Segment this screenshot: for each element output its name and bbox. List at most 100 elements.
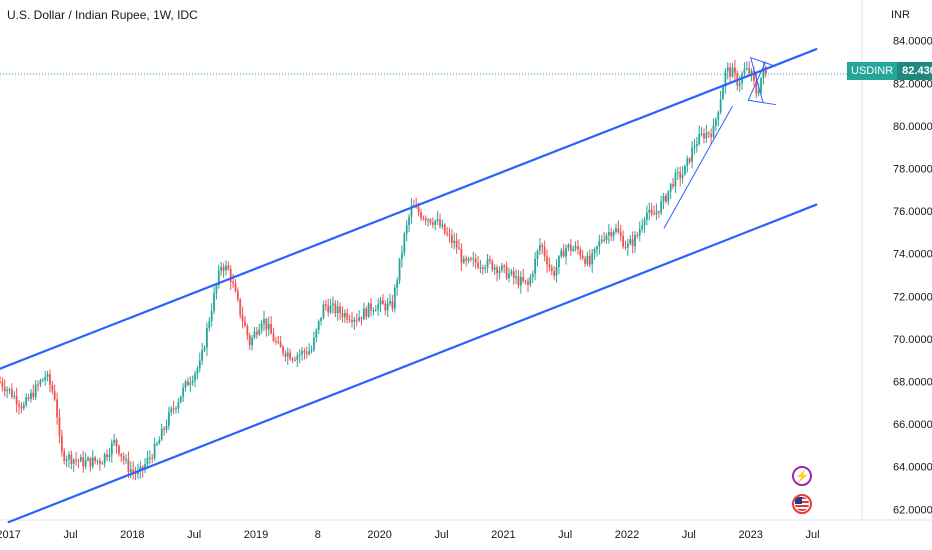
candle-body-126 — [298, 354, 301, 356]
candle-body-96 — [227, 265, 230, 270]
candle-body-143 — [339, 306, 342, 314]
candle-body-142 — [336, 306, 339, 314]
candle-body-213 — [505, 265, 508, 279]
candle-body-229 — [543, 246, 546, 257]
candle-body-139 — [329, 305, 332, 313]
us-flag-icon[interactable] — [792, 494, 812, 514]
candle-body-244 — [579, 249, 582, 256]
candle-body-149 — [353, 319, 356, 322]
candle-body-251 — [596, 246, 598, 250]
candle-body-97 — [229, 269, 232, 282]
candle-body-305 — [724, 71, 727, 87]
candle-body-30 — [70, 454, 73, 464]
candle-body-107 — [253, 331, 256, 338]
candle-body-214 — [508, 273, 510, 279]
candle-body-192 — [455, 240, 458, 248]
y-tick-label-2: 80.0000 — [893, 121, 932, 133]
candle-body-9 — [20, 406, 23, 409]
x-tick-label-9: Jul — [558, 529, 572, 541]
candle-body-1 — [1, 381, 4, 387]
candle-body-60 — [141, 466, 144, 470]
candle-body-204 — [484, 267, 487, 269]
candle-body-242 — [574, 245, 577, 249]
candle-body-121 — [286, 352, 289, 357]
candle-body-194 — [460, 248, 463, 263]
price-axis-unit: INR — [891, 9, 910, 21]
candle-body-91 — [215, 285, 218, 294]
candle-body-155 — [367, 303, 370, 317]
candle-body-275 — [653, 213, 655, 215]
candle-body-140 — [332, 303, 334, 306]
candle-body-124 — [294, 359, 296, 361]
candle-body-211 — [500, 265, 503, 271]
candle-body-81 — [191, 380, 194, 383]
candle-body-298 — [707, 132, 710, 134]
candle-body-141 — [334, 303, 337, 314]
candle-body-180 — [427, 219, 429, 221]
candle-body-241 — [572, 248, 575, 251]
x-tick-label-3: Jul — [187, 529, 201, 541]
candle-body-63 — [148, 457, 151, 459]
candle-body-200 — [474, 258, 477, 263]
candle-body-44 — [103, 454, 106, 464]
candle-body-79 — [186, 381, 189, 385]
candle-body-231 — [548, 264, 551, 268]
candle-body-147 — [348, 319, 351, 321]
candle-body-290 — [688, 158, 691, 162]
candle-body-321 — [762, 66, 765, 79]
candle-body-72 — [170, 408, 173, 413]
y-tick-label-8: 68.0000 — [893, 377, 932, 389]
candle-body-267 — [634, 234, 636, 246]
candle-body-266 — [631, 239, 634, 246]
candle-body-182 — [431, 222, 434, 225]
lightning-icon[interactable]: ⚡ — [792, 466, 812, 486]
candle-body-69 — [163, 428, 166, 430]
candle-body-22 — [51, 385, 54, 392]
candle-body-104 — [246, 326, 249, 336]
candle-body-108 — [255, 331, 258, 335]
candle-body-306 — [726, 67, 729, 72]
y-tick-label-9: 66.0000 — [893, 419, 932, 431]
candle-body-53 — [125, 459, 127, 461]
candle-body-128 — [303, 350, 306, 353]
candle-body-301 — [714, 119, 717, 126]
candle-body-15 — [34, 384, 37, 398]
candle-body-93 — [220, 267, 223, 271]
candle-body-273 — [648, 209, 651, 213]
candle-body-237 — [562, 250, 565, 257]
candle-body-262 — [622, 236, 625, 247]
candle-body-173 — [410, 205, 413, 218]
candle-body-220 — [522, 276, 525, 282]
candle-body-135 — [320, 318, 322, 322]
candle-body-215 — [510, 271, 513, 274]
candle-body-278 — [660, 201, 663, 213]
candle-body-264 — [626, 243, 629, 248]
x-tick-label-4: 2019 — [244, 529, 268, 541]
candle-body-316 — [750, 70, 753, 74]
candle-body-314 — [745, 68, 748, 70]
candle-body-49 — [115, 439, 118, 446]
drawing-line-0 — [0, 48, 818, 370]
candle-body-209 — [496, 267, 498, 274]
candle-body-40 — [94, 457, 97, 462]
candle-body-302 — [717, 112, 720, 120]
candle-body-82 — [194, 373, 196, 381]
x-tick-label-13: Jul — [805, 529, 819, 541]
candle-body-2 — [3, 386, 6, 392]
candle-body-150 — [355, 319, 358, 321]
candle-body-50 — [118, 445, 120, 455]
candle-body-265 — [629, 239, 632, 244]
candle-body-77 — [182, 387, 185, 397]
candle-body-221 — [524, 281, 527, 283]
candle-body-286 — [679, 171, 682, 179]
candle-body-240 — [569, 244, 572, 251]
drawing-line-4 — [747, 99, 776, 106]
candle-body-160 — [379, 300, 382, 305]
candle-body-131 — [310, 349, 313, 351]
candle-body-163 — [386, 303, 389, 311]
candle-body-320 — [760, 78, 762, 92]
candle-body-88 — [208, 320, 211, 328]
candle-body-223 — [529, 276, 532, 285]
y-tick-label-5: 74.0000 — [893, 249, 932, 261]
